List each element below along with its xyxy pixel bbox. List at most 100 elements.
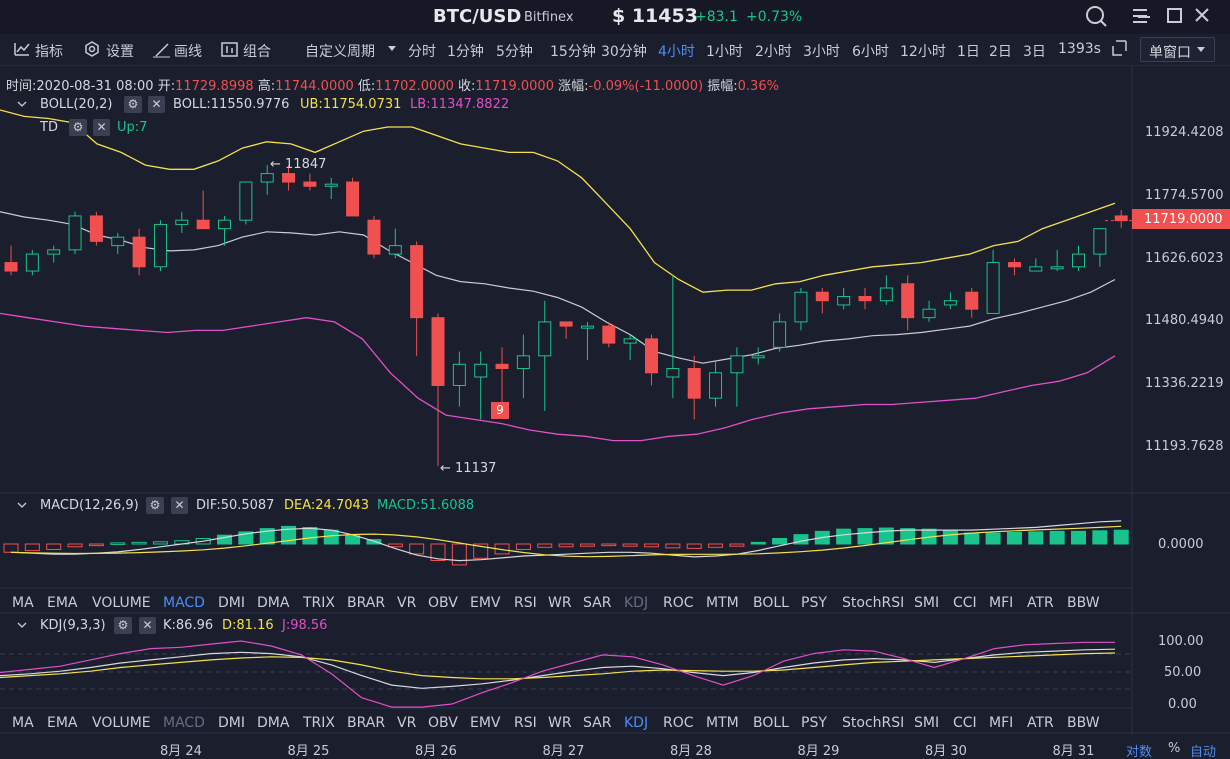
macd-bar (793, 534, 809, 545)
period-option[interactable]: 分时 (408, 44, 436, 60)
indicator-tab-trix[interactable]: TRIX (303, 595, 335, 611)
last-price: $ 11453 (612, 5, 698, 27)
close-icon[interactable]: ✕ (93, 119, 110, 136)
indicator-tab-kdj[interactable]: KDJ (624, 595, 649, 611)
indicator-tab-wr[interactable]: WR (548, 595, 572, 611)
gear-icon[interactable]: ⚙ (114, 617, 132, 634)
combo-button[interactable]: 组合 (243, 44, 271, 60)
indicator-tab-dma[interactable]: DMA (257, 715, 290, 731)
indicator-tab-psy[interactable]: PSY (801, 595, 827, 611)
price-tick: 11336.2219 (1145, 376, 1224, 391)
indicator-tab-wr[interactable]: WR (548, 715, 572, 731)
indicator-tab-mtm[interactable]: MTM (706, 715, 739, 731)
indicator-tab-macd[interactable]: MACD (163, 595, 205, 611)
indicator-tab-ema[interactable]: EMA (47, 595, 78, 611)
indicators-button[interactable]: 指标 (35, 44, 63, 60)
period-option[interactable]: 1393s (1058, 41, 1101, 57)
indicator-tab-trix[interactable]: TRIX (303, 715, 335, 731)
indicator-tab-stochrsi[interactable]: StochRSI (842, 595, 905, 611)
indicator-tab-vr[interactable]: VR (397, 595, 417, 611)
period-option[interactable]: 1分钟 (447, 44, 484, 60)
boll-mid-value: BOLL:11550.9776 (173, 97, 290, 112)
indicator-tab-ma[interactable]: MA (12, 595, 34, 611)
percent-scale-button[interactable]: % (1168, 741, 1181, 756)
indicator-tab-ema[interactable]: EMA (47, 715, 78, 731)
indicator-tab-stochrsi[interactable]: StochRSI (842, 715, 905, 731)
period-option[interactable]: 3日 (1023, 44, 1046, 60)
maximize-icon[interactable] (1167, 8, 1182, 23)
period-option[interactable]: 1日 (957, 44, 980, 60)
indicator-tab-mfi[interactable]: MFI (989, 595, 1014, 611)
indicator-tab-emv[interactable]: EMV (470, 595, 501, 611)
indicator-tab-macd[interactable]: MACD (163, 715, 205, 731)
close-icon[interactable]: ✕ (139, 617, 156, 634)
indicator-tab-psy[interactable]: PSY (801, 715, 827, 731)
high-value: 11744.0000 (275, 79, 354, 94)
indicator-tab-volume[interactable]: VOLUME (92, 595, 151, 611)
indicator-tab-mtm[interactable]: MTM (706, 595, 739, 611)
indicator-tab-cci[interactable]: CCI (953, 715, 977, 731)
indicator-tab-sar[interactable]: SAR (583, 715, 612, 731)
indicator-tab-roc[interactable]: ROC (663, 595, 694, 611)
indicator-tab-sar[interactable]: SAR (583, 595, 612, 611)
indicator-tab-dmi[interactable]: DMI (218, 595, 245, 611)
indicator-tab-obv[interactable]: OBV (428, 595, 458, 611)
indicator-tab-bbw[interactable]: BBW (1067, 595, 1100, 611)
indicator-tab-rsi[interactable]: RSI (514, 595, 537, 611)
gear-icon[interactable]: ⚙ (146, 497, 164, 514)
close-icon[interactable] (1195, 8, 1209, 22)
indicator-tab-obv[interactable]: OBV (428, 715, 458, 731)
period-option[interactable]: 12小时 (900, 44, 946, 60)
period-option[interactable]: 1小时 (706, 44, 743, 60)
period-option[interactable]: 2日 (989, 44, 1012, 60)
indicator-tab-cci[interactable]: CCI (953, 595, 977, 611)
indicator-tab-boll[interactable]: BOLL (753, 595, 789, 611)
indicator-tab-smi[interactable]: SMI (914, 595, 940, 611)
indicator-tab-kdj[interactable]: KDJ (624, 715, 649, 731)
close-icon[interactable]: ✕ (148, 96, 165, 113)
custom-period-dropdown[interactable]: 自定义周期 (305, 44, 375, 60)
macd-bar (537, 543, 553, 548)
period-option[interactable]: 4小时 (658, 44, 695, 60)
indicator-tab-boll[interactable]: BOLL (753, 715, 789, 731)
indicator-tab-smi[interactable]: SMI (914, 715, 940, 731)
indicator-tab-roc[interactable]: ROC (663, 715, 694, 731)
period-option[interactable]: 3小时 (803, 44, 840, 60)
period-option[interactable]: 15分钟 (550, 44, 596, 60)
indicator-tab-brar[interactable]: BRAR (347, 595, 386, 611)
indicator-tab-bbw[interactable]: BBW (1067, 715, 1100, 731)
log-scale-button[interactable]: 对数 (1126, 745, 1153, 759)
window-mode-select[interactable]: 单窗口 (1140, 37, 1215, 62)
close-icon[interactable]: ✕ (171, 497, 188, 514)
auto-scale-button[interactable]: 自动 (1190, 745, 1217, 759)
indicator-tab-ma[interactable]: MA (12, 715, 34, 731)
gear-icon[interactable]: ⚙ (124, 96, 142, 113)
macd-dea-value: DEA:24.7043 (284, 498, 370, 513)
settings-button[interactable]: 设置 (106, 44, 134, 60)
period-option[interactable]: 2小时 (755, 44, 792, 60)
indicator-tab-dma[interactable]: DMA (257, 595, 290, 611)
search-icon[interactable] (1086, 6, 1107, 27)
candle-body (858, 295, 872, 302)
price-tick: 11626.6023 (1145, 251, 1224, 266)
fullscreen-icon[interactable] (1112, 40, 1127, 56)
indicator-tab-emv[interactable]: EMV (470, 715, 501, 731)
indicator-tab-volume[interactable]: VOLUME (92, 715, 151, 731)
indicator-tab-atr[interactable]: ATR (1027, 715, 1054, 731)
ohlc-info: 时间:2020-08-31 08:00 开:11729.8998 高:11744… (6, 75, 779, 94)
period-option[interactable]: 30分钟 (601, 44, 647, 60)
indicator-tab-rsi[interactable]: RSI (514, 715, 537, 731)
period-option[interactable]: 5分钟 (496, 44, 533, 60)
indicator-tab-vr[interactable]: VR (397, 715, 417, 731)
combo-icon (221, 42, 238, 57)
gear-icon[interactable]: ⚙ (69, 119, 87, 136)
candle-body (1029, 266, 1043, 272)
indicator-tab-dmi[interactable]: DMI (218, 715, 245, 731)
amplitude-value: 0.36% (737, 79, 779, 94)
draw-button[interactable]: 画线 (174, 44, 202, 60)
indicator-tab-mfi[interactable]: MFI (989, 715, 1014, 731)
indicator-tab-atr[interactable]: ATR (1027, 595, 1054, 611)
period-option[interactable]: 6小时 (852, 44, 889, 60)
indicator-tab-brar[interactable]: BRAR (347, 715, 386, 731)
